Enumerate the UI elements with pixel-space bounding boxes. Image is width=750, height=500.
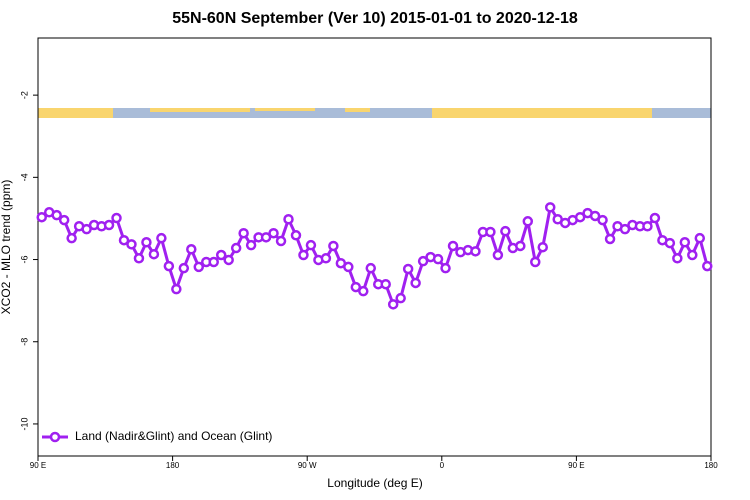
data-point [58,214,70,226]
data-point [544,202,556,213]
data-point [238,227,249,239]
data-point [66,232,77,244]
data-point [515,240,526,252]
x-tick-label: 90 E [30,461,46,470]
legend-label: Land (Nadir&Glint) and Ocean (Glint) [75,429,272,443]
data-point [432,253,444,265]
data-point [275,235,287,247]
data-point [447,240,459,252]
data-point [230,242,242,254]
data-point [260,232,272,243]
data-point [208,256,219,268]
data-point [103,219,115,231]
y-tick-label: -10 [19,417,29,430]
data-point [328,240,339,252]
land-band [38,108,113,118]
data-point [642,220,653,232]
data-point [380,278,391,290]
data-point [133,253,145,264]
data-point [350,281,362,293]
land-band [432,108,652,118]
land-band [150,108,250,112]
data-point [298,249,309,261]
legend-marker [49,431,61,443]
data-point [679,237,691,248]
land-ocean-band [38,108,711,118]
y-tick-label: -6 [19,256,29,264]
data-point [111,212,122,224]
x-tick-label: 180 [704,461,718,470]
data-point [343,261,354,273]
land-band [255,108,315,111]
data-point [687,249,698,261]
data-point [537,241,548,253]
data-point [410,277,421,289]
x-tick-label: 180 [166,461,180,470]
data-point [178,262,190,274]
data-point [156,232,167,244]
x-tick-label: 90 E [568,461,584,470]
data-point [186,244,197,255]
data-point [365,262,377,274]
data-point [118,234,130,246]
data-point [171,283,182,295]
data-point [215,249,227,261]
data-point [649,212,661,224]
data-point [604,233,616,245]
legend: Land (Nadir&Glint) and Ocean (Glint) [42,429,272,443]
x-axis-label: Longitude (deg E) [327,476,422,490]
data-point [387,299,399,310]
data-point [305,239,317,251]
data-point [148,248,160,260]
data-point [470,246,481,257]
data-point [141,237,152,248]
data-point [126,239,137,250]
data-point [283,214,294,225]
data-point [268,227,279,239]
data-point [36,211,47,223]
y-tick-label: -8 [19,338,29,346]
x-tick-label: 0 [440,461,445,470]
data-point [193,261,205,273]
plot-frame [37,37,712,457]
data-point [694,232,706,244]
data-point [51,209,62,221]
y-tick-label: -2 [19,91,29,99]
data-point [395,292,406,304]
data-point [358,285,369,297]
data-point [417,255,429,267]
land-band [345,108,370,112]
data-point [589,210,601,222]
data-point [402,263,414,275]
y-axis-label: XCO2 - MLO trend (ppm) [0,180,13,315]
data-point [163,260,175,272]
data-point [702,260,713,272]
data-point [522,216,534,227]
data-point [320,253,332,264]
x-tick-label: 90 W [298,461,317,470]
data-point [500,225,511,237]
data-point [530,256,541,268]
data-point [619,223,631,235]
data-point [492,249,504,261]
data-point [440,262,451,274]
data-point [485,226,496,238]
data-point [672,253,683,264]
ocean-band [38,108,711,118]
data-point [574,211,586,223]
data-point [597,214,608,226]
chart-title: 55N-60N September (Ver 10) 2015-01-01 to… [172,10,578,27]
data-point [81,223,92,235]
data-point [223,254,234,266]
y-tick-label: -4 [19,173,29,181]
data-point [664,237,676,249]
data-point [290,230,302,241]
data-point [245,239,257,251]
